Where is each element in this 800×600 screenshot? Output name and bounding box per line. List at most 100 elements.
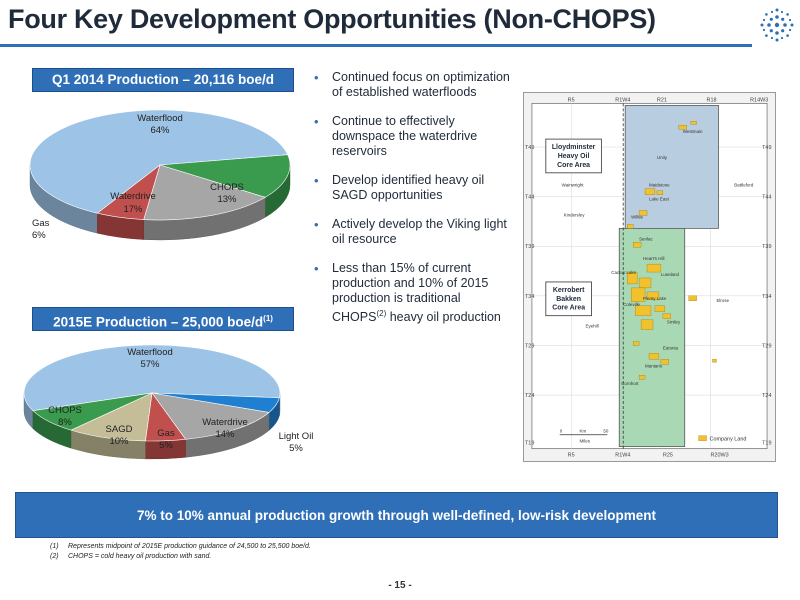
map-top-range: R18 [707,97,717,103]
map-left-township: T19 [525,441,534,447]
pie2-value-gas: 5% [159,440,173,451]
map-bottom-range: R20W3 [711,453,729,459]
map-scale-label: 0 [560,429,563,434]
map-scale-label: Km [580,429,587,434]
map-left-township: T44 [525,195,534,201]
map-right-township: T19 [762,441,771,447]
bullet-text: Actively develop the Viking light oil re… [332,217,507,246]
footnote-text: CHOPS = cold heavy oil production with s… [68,553,212,560]
pie-slice-gas [96,164,161,220]
pie1-label-chops: CHOPS [210,182,244,193]
map-place: Wilkie [631,214,643,219]
pie-slice-waterdrive [151,392,270,440]
map-right-township: T34 [762,294,771,300]
snowflake-icon [760,8,794,42]
map-right-township: T44 [762,195,771,201]
pie-slice-waterflood [29,109,289,214]
key-points-list: • Continued focus on optimization of esta… [312,70,518,339]
bullet-footnote-ref: (2) [376,309,387,318]
pie2-value-waterdrive: 14% [215,429,235,440]
bullet-text-tail: heavy oil production [386,310,501,325]
bullet-icon: • [314,217,319,232]
map-left-township: T34 [525,294,534,300]
map-bottom-range: R25 [663,453,673,459]
bullet-text: Less than 15% of current production and … [332,261,489,325]
footnote-number: (2) [50,553,59,560]
pie1-value-gas: 6% [32,230,46,241]
footnote: (1) Represents midpoint of 2015E producti… [50,542,311,552]
title-divider [0,44,752,47]
map-top-range: R21 [657,97,667,103]
map-place: Unity [657,155,668,160]
map-place: Mantario [645,363,663,368]
map-right-township: T49 [762,145,771,151]
map-top-range: R14W3 [750,97,768,103]
pie1-label-waterdrive: Waterdrive [110,191,156,202]
map-place: Maidstone [649,183,670,188]
bullet-icon: • [314,261,319,276]
map-core-area-2-line3: Core Area [552,305,585,312]
map-place: Cactus Lake [611,270,636,275]
map-place: Kindersley [564,212,586,217]
pie2-label-gas: Gas [157,428,175,439]
map-place: Elrose [716,298,729,303]
map-place: Cornhort [621,381,639,386]
bullet-item: • Continued focus on optimization of esta… [312,70,518,100]
map-left-township: T39 [525,244,534,250]
pie1-value-chops: 13% [217,194,237,205]
map-left-township: T24 [525,393,534,399]
map-left-township: T49 [525,145,534,151]
pie2-value-chops: 8% [58,417,72,428]
pie-slice-chops [32,392,153,431]
map-bottom-range: R1W4 [615,453,630,459]
pie1-value-waterflood: 64% [150,125,170,136]
page-title: Four Key Development Opportunities (Non-… [8,4,656,34]
pie1-label-gas: Gas [32,218,50,229]
pie-slice-sagd [70,392,153,442]
footnote-number: (1) [50,543,59,550]
core-areas-map: Lloydminster Heavy Oil Core Area Kerrobe… [523,92,776,462]
bullet-text: Continued focus on optimization of estab… [332,70,510,99]
footnotes: (1) Represents midpoint of 2015E producti… [50,542,311,562]
map-core-area-2-line2: Bakken [556,296,581,303]
map-place: Luseland [661,272,680,277]
q1-2014-production-pie: Waterflood 64% CHOPS 13% Waterdrive 17% … [29,109,291,241]
map-left-township: T29 [525,343,534,349]
chart2-header: 2015E Production – 25,000 boe/d(1) [32,307,294,331]
map-place: Wainwright [562,183,585,188]
growth-banner: 7% to 10% annual production growth throu… [15,492,778,538]
map-place: Eatonia [663,345,679,350]
pie2-value-waterflood: 57% [140,359,160,370]
bullet-item: • Actively develop the Viking light oil r… [312,217,518,247]
map-place: Westmain [683,129,703,134]
map-right-township: T29 [762,343,771,349]
bullet-text: Develop identified heavy oil SAGD opport… [332,173,485,202]
pie2-label-waterdrive: Waterdrive [202,417,248,428]
pie2-label-chops: CHOPS [48,405,82,416]
pie2-value-light-oil: 5% [289,443,303,454]
pie2-label-waterflood: Waterflood [127,347,173,358]
map-bottom-range: R5 [568,453,575,459]
bullet-icon: • [314,173,319,188]
bullet-icon: • [314,70,319,85]
2015e-production-pie: Waterflood 57% Light Oil 5% Waterdrive 1… [23,344,314,460]
map-place: Heart's Hill [643,256,664,261]
map-place: Eyehill [586,324,599,329]
chart1-header: Q1 2014 Production – 20,116 boe/d [32,68,294,92]
pie1-value-waterdrive: 17% [123,204,143,215]
pie2-label-light-oil: Light Oil [279,431,314,442]
map-core-area-2-line1: Kerrobert [553,287,585,294]
map-core-area-1-line1: Lloydminster [552,144,596,151]
map-top-range: R1W4 [615,97,630,103]
map-place: Lake East [649,197,670,202]
chart2-header-text: 2015E Production – 25,000 boe/d [53,314,264,330]
map-legend-label: Company Land [710,437,747,443]
lloydminster-core-area [624,104,719,229]
footnote-text: Represents midpoint of 2015E production … [68,543,311,550]
map-place: Plenty Lake [643,296,667,301]
map-core-area-1-line2: Heavy Oil [558,153,590,160]
map-core-area-1-line3: Core Area [557,162,590,169]
map-place: Smiley [667,320,681,325]
bullet-item: • Develop identified heavy oil SAGD oppor… [312,173,518,203]
chart2-header-footnote-ref: (1) [263,314,273,323]
